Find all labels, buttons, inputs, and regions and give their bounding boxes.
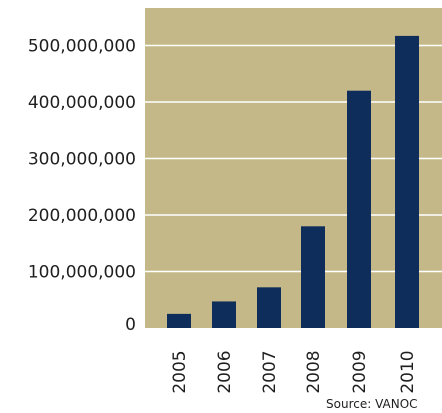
x-axis-tick-labels: 2005 2006 2007 2008 2009 2010 — [170, 350, 418, 393]
y-tick-label: 0 — [125, 315, 136, 335]
y-axis-tick-labels: 0 100,000,000 200,000,000 300,000,000 400,00… — [28, 37, 136, 336]
y-tick-label: 300,000,000 — [28, 150, 136, 170]
bar-2007 — [257, 287, 281, 328]
y-tick-label: 100,000,000 — [28, 263, 136, 283]
x-tick-label: 2007 — [260, 350, 280, 393]
x-tick-label: 2010 — [398, 350, 418, 393]
y-tick-label: 500,000,000 — [28, 37, 136, 57]
x-tick-label: 2005 — [170, 350, 190, 393]
bars — [167, 35, 419, 329]
x-tick-label: 2006 — [215, 350, 235, 393]
bar-2006 — [212, 301, 236, 328]
x-tick-label: 2008 — [304, 350, 324, 393]
y-tick-label: 200,000,000 — [28, 206, 136, 226]
source-note: Source: VANOC — [326, 397, 418, 411]
bar-2008 — [301, 226, 325, 328]
x-tick-label: 2009 — [350, 350, 370, 393]
bar-2009 — [347, 90, 371, 328]
y-tick-label: 400,000,000 — [28, 93, 136, 113]
bar-2005 — [167, 313, 191, 328]
plot-area — [145, 8, 442, 328]
grid-lines — [145, 44, 442, 273]
bar-2010 — [395, 35, 419, 329]
